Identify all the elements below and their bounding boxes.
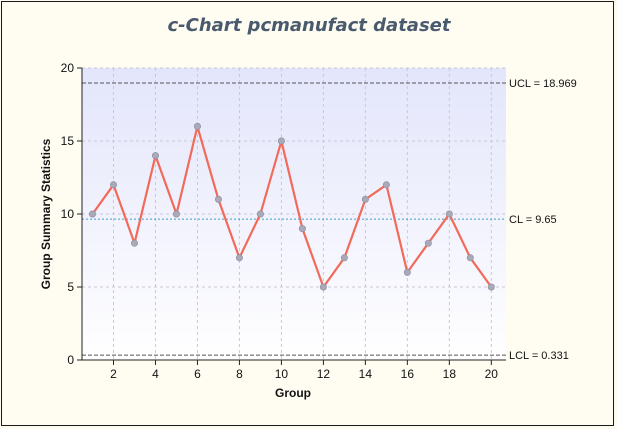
data-point: [298, 225, 306, 233]
data-point: [256, 210, 264, 218]
control-limit-label: UCL = 18.969: [509, 78, 577, 90]
axes: 0 5 10 15 20 2 4 6 8 10 12 14 16 18 20: [61, 61, 506, 381]
control-limits: UCL = 18.969 CL = 9.65 LCL = 0.331: [82, 78, 577, 362]
y-axis-label: Group Summary Statistics: [39, 138, 53, 289]
data-point: [130, 239, 138, 247]
data-point: [151, 152, 159, 160]
x-tick-label: 14: [359, 367, 373, 381]
x-tick-label: 10: [275, 367, 289, 381]
data-point: [88, 210, 96, 218]
control-limit-label: CL = 9.65: [509, 214, 557, 226]
data-point: [382, 181, 390, 189]
x-tick-label: 6: [194, 367, 201, 381]
y-tick-label: 5: [67, 280, 74, 294]
x-axis-label: Group: [275, 386, 311, 400]
data-point: [466, 254, 474, 262]
y-tick-label: 0: [67, 353, 74, 367]
x-tick-label: 2: [110, 367, 117, 381]
data-point: [109, 181, 117, 189]
x-tick-label: 20: [485, 367, 499, 381]
control-limit-label: LCL = 0.331: [509, 350, 569, 362]
data-point: [277, 137, 285, 145]
data-point: [340, 254, 348, 262]
x-tick-label: 12: [317, 367, 331, 381]
data-point: [214, 195, 222, 203]
series-line: [91, 125, 493, 289]
x-tick-label: 8: [236, 367, 243, 381]
x-tick-label: 18: [443, 367, 457, 381]
data-point: [424, 239, 432, 247]
data-point: [319, 283, 327, 291]
chart-title: c-Chart pcmanufact dataset: [168, 15, 452, 36]
data-point: [172, 210, 180, 218]
x-tick-label: 16: [401, 367, 415, 381]
data-point: [403, 268, 411, 276]
data-point: [487, 283, 495, 291]
x-tick-label: 4: [152, 367, 159, 381]
y-tick-label: 10: [61, 207, 75, 221]
y-tick-label: 15: [61, 134, 75, 148]
data-point: [361, 195, 369, 203]
y-tick-label: 20: [61, 61, 75, 75]
data-point: [193, 122, 201, 130]
data-series: [88, 122, 495, 291]
data-point: [445, 210, 453, 218]
data-point: [235, 254, 243, 262]
